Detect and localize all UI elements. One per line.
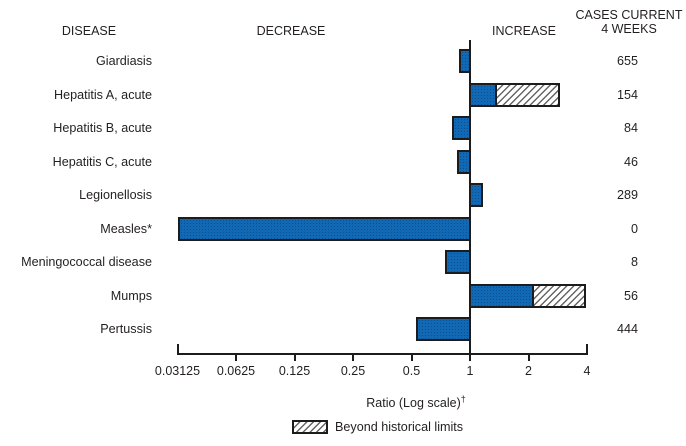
column-header-cases-line1: CASES CURRENT (575, 8, 683, 22)
axis-tick-label: 0.03125 (154, 364, 201, 378)
disease-label: Measles* (100, 221, 152, 236)
cases-value: 444 (616, 322, 638, 336)
cases-value: 46 (623, 154, 638, 169)
ratio-bar (469, 283, 534, 308)
axis-tick (410, 353, 413, 361)
column-header-increase: INCREASE (492, 24, 556, 38)
disease-label: Mumps (110, 288, 152, 303)
cases-value: 289 (616, 188, 638, 202)
disease-label: Meningococcal disease (21, 255, 152, 269)
cases-value: 8 (630, 255, 638, 269)
cases-value: 655 (616, 54, 638, 68)
x-axis-label: Ratio (Log scale)† (366, 394, 466, 410)
ratio-bar (177, 216, 471, 241)
ratio-bar (457, 149, 471, 174)
disease-label: Legionellosis (79, 188, 152, 202)
axis-tick (352, 353, 354, 361)
cases-value: 84 (623, 121, 638, 135)
cases-value: 56 (623, 288, 638, 303)
ratio-bar (416, 317, 471, 341)
cases-value: 154 (616, 87, 638, 102)
axis-tick-label: 0.5 (402, 364, 421, 378)
x-axis-line (176, 353, 588, 355)
axis-tick-label: 0.125 (278, 364, 311, 378)
axis-end-cap (586, 344, 588, 355)
beyond-limits-bar (531, 283, 587, 308)
legend-label: Beyond historical limits (335, 420, 464, 434)
ratio-bar (469, 82, 498, 107)
column-header-cases: CASES CURRENT 4 WEEKS (576, 8, 683, 36)
axis-tick-label: 2 (525, 364, 532, 378)
disease-label: Giardiasis (96, 54, 152, 68)
column-header-cases-line2: 4 WEEKS (601, 22, 657, 36)
axis-tick (469, 353, 471, 361)
disease-label: Pertussis (100, 322, 152, 336)
axis-tick (527, 353, 530, 361)
disease-label: Hepatitis C, acute (52, 154, 152, 169)
column-header-decrease: DECREASE (256, 24, 326, 38)
axis-tick-label: 4 (583, 364, 591, 378)
x-axis-label-dagger: † (460, 394, 466, 404)
axis-tick (235, 353, 237, 361)
axis-tick-label: 1 (466, 364, 474, 378)
x-axis-label-text: Ratio (Log scale) (366, 396, 461, 411)
axis-end-cap (176, 344, 179, 355)
ratio-bar (459, 49, 471, 73)
ratio-bar (444, 250, 471, 274)
ratio-bar (452, 116, 471, 140)
ratio-bar (469, 183, 484, 207)
cases-value: 0 (630, 221, 638, 236)
disease-label: Hepatitis B, acute (53, 121, 152, 135)
axis-tick-label: 0.25 (340, 364, 366, 378)
axis-tick-label: 0.0625 (216, 364, 256, 378)
column-header-disease: DISEASE (61, 24, 117, 38)
legend: Beyond historical limits (292, 420, 463, 434)
legend-hatched-swatch (292, 420, 328, 434)
beyond-limits-bar (495, 82, 560, 107)
disease-label: Hepatitis A, acute (53, 87, 152, 102)
axis-tick (293, 353, 296, 361)
